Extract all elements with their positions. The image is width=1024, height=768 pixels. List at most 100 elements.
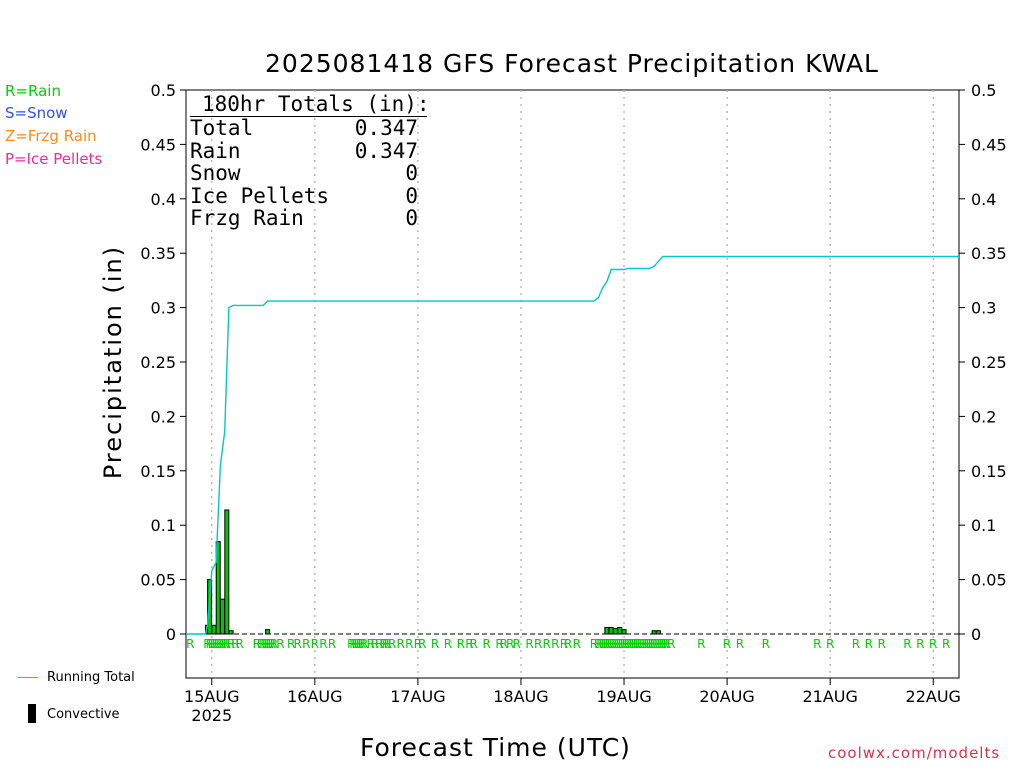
rain-marker: R bbox=[639, 637, 647, 651]
totals-value: 0 bbox=[405, 206, 418, 230]
rain-marker: R bbox=[667, 637, 675, 651]
rain-marker: R bbox=[942, 637, 950, 651]
rain-marker: R bbox=[354, 637, 362, 651]
rain-marker: R bbox=[216, 637, 224, 651]
rain-marker: R bbox=[656, 637, 664, 651]
rain-marker: R bbox=[605, 637, 613, 651]
rain-marker: R bbox=[607, 637, 615, 651]
rain-marker: R bbox=[328, 637, 336, 651]
rain-marker: R bbox=[573, 637, 581, 651]
rain-marker: R bbox=[203, 637, 211, 651]
convective-bar bbox=[220, 598, 226, 635]
y-tick-label-left: 0.35 bbox=[140, 244, 176, 263]
y-tick-label-right: 0.35 bbox=[971, 244, 1007, 263]
totals-label: Total bbox=[190, 116, 254, 140]
rain-marker: R bbox=[620, 637, 628, 651]
rain-marker: R bbox=[903, 637, 911, 651]
rain-marker: R bbox=[287, 637, 295, 651]
rain-marker: R bbox=[236, 637, 244, 651]
y-tick-label-left: 0.15 bbox=[140, 462, 176, 481]
rain-marker: R bbox=[302, 637, 310, 651]
rain-marker: R bbox=[414, 637, 422, 651]
convective-bar bbox=[215, 541, 221, 635]
rain-marker: R bbox=[375, 637, 383, 651]
rain-marker: R bbox=[618, 637, 626, 651]
convective-bar bbox=[651, 630, 657, 635]
rain-marker: R bbox=[637, 637, 645, 651]
legend-rain-key: R=Rain bbox=[5, 82, 61, 100]
y-tick-label-right: 0.25 bbox=[971, 353, 1007, 372]
rain-marker: R bbox=[212, 637, 220, 651]
x-tick-label: 15AUG bbox=[184, 687, 239, 706]
totals-header: 180hr Totals (in): bbox=[190, 92, 430, 117]
x-tick-label: 22AUG bbox=[906, 687, 961, 706]
rain-marker: R bbox=[470, 637, 478, 651]
rain-marker: R bbox=[661, 637, 669, 651]
convective-bar bbox=[621, 629, 627, 635]
x-tick-label: 17AUG bbox=[390, 687, 445, 706]
totals-value: 0.347 bbox=[354, 116, 418, 140]
rain-marker: R bbox=[208, 637, 216, 651]
y-tick-label-left: 0.2 bbox=[151, 407, 176, 426]
rain-marker: R bbox=[500, 637, 508, 651]
rain-marker: R bbox=[444, 637, 452, 651]
y-tick-label-left: 0.45 bbox=[140, 135, 176, 154]
rain-marker: R bbox=[457, 637, 465, 651]
rain-marker: R bbox=[266, 637, 274, 651]
rain-marker: R bbox=[590, 637, 598, 651]
rain-marker: R bbox=[220, 637, 228, 651]
rain-marker: R bbox=[643, 637, 651, 651]
rain-marker: R bbox=[916, 637, 924, 651]
totals-row-ice-pellets: Ice Pellets 0 bbox=[190, 183, 418, 208]
rain-marker: R bbox=[525, 637, 533, 651]
rain-marker: R bbox=[611, 637, 619, 651]
rain-marker: R bbox=[257, 637, 265, 651]
totals-value: 0 bbox=[405, 161, 418, 185]
y-tick-label-left: 0.25 bbox=[140, 353, 176, 372]
convective-bar bbox=[655, 630, 661, 635]
rain-marker: R bbox=[360, 637, 368, 651]
x-tick-label: 16AUG bbox=[287, 687, 342, 706]
rain-marker: R bbox=[319, 637, 327, 651]
y-tick-label-left: 0.05 bbox=[140, 571, 176, 590]
rain-marker: R bbox=[358, 637, 366, 651]
running-total-line bbox=[186, 255, 959, 635]
rain-marker: R bbox=[813, 637, 821, 651]
legend-frzg-rain-key: Z=Frzg Rain bbox=[5, 127, 97, 145]
rain-marker: R bbox=[405, 637, 413, 651]
totals-value: 0 bbox=[405, 183, 418, 208]
rain-marker: R bbox=[543, 637, 551, 651]
rain-marker: R bbox=[534, 637, 542, 651]
rain-marker: R bbox=[551, 637, 559, 651]
rain-marker: R bbox=[276, 637, 284, 651]
convective-bar bbox=[265, 629, 271, 635]
y-tick-label-left: 0.3 bbox=[151, 299, 176, 318]
rain-marker: R bbox=[646, 637, 654, 651]
rain-marker: R bbox=[736, 637, 744, 651]
rain-marker: R bbox=[635, 637, 643, 651]
rain-marker: R bbox=[371, 637, 379, 651]
rain-marker: R bbox=[231, 637, 239, 651]
rain-marker: R bbox=[356, 637, 364, 651]
y-tick-label-left: 0.5 bbox=[151, 81, 176, 100]
rain-marker: R bbox=[596, 637, 604, 651]
y-tick-label-left: 0.4 bbox=[151, 190, 176, 209]
totals-row-frzg-rain: Frzg Rain 0 bbox=[190, 207, 418, 230]
rain-marker: R bbox=[878, 637, 886, 651]
rain-marker: R bbox=[293, 637, 301, 651]
rain-marker: R bbox=[594, 637, 602, 651]
legend-ice-pellets-key: P=Ice Pellets bbox=[5, 150, 103, 168]
rain-marker: R bbox=[351, 637, 359, 651]
rain-marker: R bbox=[397, 637, 405, 651]
totals-row-snow: Snow 0 bbox=[190, 162, 418, 185]
y-tick-label-right: 0.15 bbox=[971, 462, 1007, 481]
rain-marker: R bbox=[270, 637, 278, 651]
plot-frame bbox=[185, 89, 960, 679]
rain-marker: R bbox=[259, 637, 267, 651]
rain-marker: R bbox=[465, 637, 473, 651]
totals-label: Snow bbox=[190, 161, 241, 185]
rain-marker: R bbox=[663, 637, 671, 651]
x-tick-label: 18AUG bbox=[493, 687, 548, 706]
rain-marker: R bbox=[366, 637, 374, 651]
